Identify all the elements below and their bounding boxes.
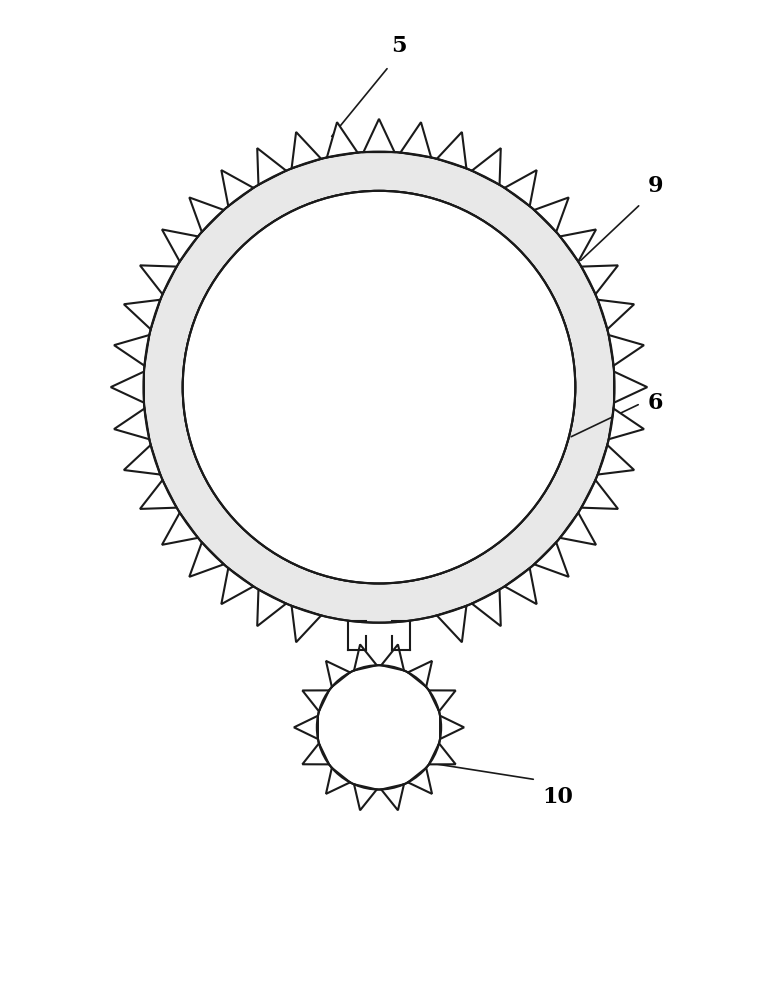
Polygon shape: [560, 229, 596, 262]
Polygon shape: [440, 716, 464, 739]
Polygon shape: [534, 542, 568, 577]
Polygon shape: [114, 335, 149, 366]
Polygon shape: [162, 229, 198, 262]
Polygon shape: [381, 784, 404, 810]
Polygon shape: [505, 170, 537, 206]
Polygon shape: [140, 265, 177, 294]
Polygon shape: [505, 568, 537, 604]
Polygon shape: [429, 690, 456, 711]
Polygon shape: [381, 644, 404, 670]
Polygon shape: [124, 445, 160, 475]
Polygon shape: [257, 148, 286, 185]
Polygon shape: [472, 590, 501, 626]
Polygon shape: [408, 661, 432, 687]
Polygon shape: [400, 122, 431, 157]
Circle shape: [183, 191, 575, 583]
Circle shape: [143, 152, 615, 623]
Polygon shape: [114, 409, 149, 439]
Polygon shape: [581, 480, 618, 509]
Text: 10: 10: [543, 786, 574, 808]
Polygon shape: [190, 197, 224, 232]
Polygon shape: [609, 335, 644, 366]
Polygon shape: [408, 768, 432, 794]
Polygon shape: [292, 606, 321, 642]
Polygon shape: [581, 265, 618, 294]
Polygon shape: [560, 513, 596, 545]
Polygon shape: [534, 197, 568, 232]
Text: 9: 9: [647, 175, 662, 197]
Polygon shape: [292, 132, 321, 168]
Polygon shape: [294, 716, 318, 739]
Polygon shape: [190, 542, 224, 577]
Polygon shape: [614, 372, 647, 403]
Polygon shape: [124, 300, 160, 329]
Circle shape: [183, 191, 575, 583]
Polygon shape: [354, 644, 377, 670]
Polygon shape: [598, 445, 634, 475]
Polygon shape: [609, 409, 644, 439]
Polygon shape: [354, 784, 377, 810]
Polygon shape: [429, 743, 456, 764]
Polygon shape: [598, 300, 634, 329]
Polygon shape: [437, 606, 466, 642]
Polygon shape: [472, 148, 501, 185]
Polygon shape: [326, 768, 350, 794]
Text: 6: 6: [647, 392, 662, 414]
Polygon shape: [140, 480, 177, 509]
Polygon shape: [162, 513, 198, 545]
Polygon shape: [257, 590, 286, 626]
Circle shape: [317, 665, 441, 790]
Polygon shape: [302, 690, 329, 711]
Polygon shape: [327, 122, 358, 157]
Polygon shape: [437, 132, 466, 168]
Polygon shape: [364, 119, 394, 152]
Polygon shape: [221, 170, 253, 206]
Text: 5: 5: [391, 35, 406, 57]
Polygon shape: [302, 743, 329, 764]
Polygon shape: [221, 568, 253, 604]
Polygon shape: [326, 661, 350, 687]
Polygon shape: [111, 372, 144, 403]
